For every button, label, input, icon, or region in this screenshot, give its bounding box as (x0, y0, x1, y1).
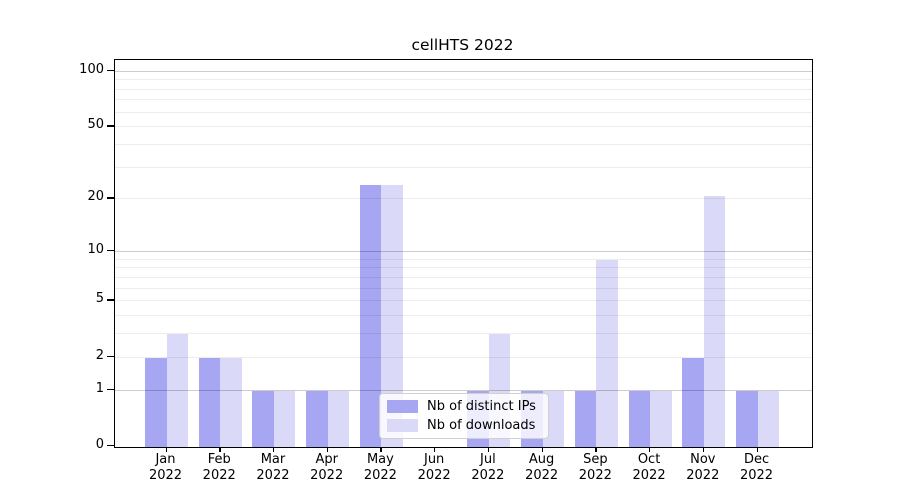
gridline-minor-60 (115, 111, 812, 113)
legend-swatch-downloads-icon (387, 419, 418, 432)
gridline-minor-80 (115, 88, 812, 90)
bar-may-downloads (381, 185, 403, 447)
legend-item-downloads: Nb of downloads (380, 418, 548, 433)
legend-label-downloads: Nb of downloads (427, 418, 536, 433)
x-tick-label-jun: Jun 2022 (417, 452, 451, 483)
gridline-minor-7 (115, 276, 812, 278)
x-tick-mark-sep (595, 447, 597, 452)
bar-nov-downloads (703, 195, 726, 447)
gridline-minor-5 (115, 300, 812, 302)
bar-apr-downloads (327, 390, 350, 447)
x-tick-label-dec: Dec 2022 (739, 452, 774, 483)
x-tick-mark-oct (649, 447, 651, 452)
legend: Nb of distinct IPs Nb of downloads (379, 393, 549, 439)
bar-sep-distinct-ips (574, 390, 597, 447)
gridline-minor-50 (115, 126, 812, 128)
y-tick-mark-1 (107, 388, 114, 390)
grid-layer (115, 60, 812, 447)
y-tick-label-1: 1 (95, 380, 104, 396)
y-tick-mark-10 (107, 250, 114, 252)
bar-apr-distinct-ips (306, 390, 328, 447)
bar-oct-downloads (650, 390, 672, 447)
gridline-minor-3 (115, 333, 812, 335)
gridline-minor-9 (115, 258, 812, 260)
gridline-minor-8 (115, 267, 812, 269)
bar-jan-distinct-ips (145, 357, 167, 447)
x-tick-mark-dec (756, 447, 758, 452)
x-tick-label-mar: Mar 2022 (256, 452, 290, 483)
plot-area: Nb of distinct IPs Nb of downloads (114, 59, 813, 448)
y-tick-mark-20 (107, 197, 114, 199)
gridline-major-1 (115, 389, 812, 391)
x-tick-label-apr: Apr 2022 (310, 452, 344, 483)
x-tick-mark-may (380, 447, 382, 452)
bar-mar-distinct-ips (252, 390, 274, 447)
gridline-minor-2 (115, 356, 812, 358)
x-tick-mark-jun (434, 447, 436, 452)
x-tick-mark-aug (541, 447, 543, 452)
bar-dec-distinct-ips (736, 390, 758, 447)
bar-oct-distinct-ips (628, 390, 651, 447)
x-tick-label-sep: Sep 2022 (578, 452, 612, 483)
y-tick-mark-0 (107, 445, 114, 447)
y-tick-mark-5 (107, 299, 114, 301)
gridline-major-10 (115, 251, 812, 253)
y-tick-mark-100 (107, 69, 114, 72)
y-tick-label-5: 5 (95, 291, 104, 307)
y-tick-label-10: 10 (87, 242, 104, 258)
gridline-minor-30 (115, 166, 812, 168)
gridline-minor-4 (115, 315, 812, 317)
x-tick-label-nov: Nov 2022 (686, 452, 720, 483)
x-tick-mark-jan (165, 447, 167, 452)
gridline-minor-20 (115, 198, 812, 200)
y-tick-mark-2 (107, 355, 114, 357)
y-tick-label-0: 0 (95, 437, 104, 452)
y-tick-label-2: 2 (95, 347, 104, 363)
gridline-major-100 (115, 70, 812, 72)
gridline-minor-70 (115, 99, 812, 101)
gridline-minor-6 (115, 287, 812, 289)
x-tick-label-jan: Jan 2022 (148, 452, 183, 483)
x-tick-mark-jul (487, 447, 490, 452)
chart-title: cellHTS 2022 (411, 36, 514, 54)
gridline-minor-90 (115, 79, 812, 81)
x-tick-label-oct: Oct 2022 (632, 452, 666, 483)
y-tick-label-100: 100 (79, 61, 104, 77)
legend-swatch-distinct-ips-icon (387, 400, 418, 413)
bar-feb-distinct-ips (198, 357, 221, 447)
gridline-minor-40 (115, 144, 812, 146)
x-tick-mark-mar (272, 447, 275, 452)
bar-dec-downloads (757, 390, 780, 447)
legend-item-distinct-ips: Nb of distinct IPs (380, 399, 548, 414)
bar-nov-distinct-ips (682, 357, 704, 447)
x-tick-label-aug: Aug 2022 (525, 452, 559, 483)
x-tick-mark-feb (219, 447, 221, 452)
bar-feb-downloads (220, 357, 242, 447)
y-tick-label-50: 50 (87, 117, 104, 133)
y-tick-mark-50 (107, 125, 114, 127)
x-tick-label-may: May 2022 (363, 452, 397, 483)
y-tick-label-20: 20 (87, 189, 104, 205)
legend-label-distinct-ips: Nb of distinct IPs (427, 399, 536, 414)
x-tick-label-feb: Feb 2022 (202, 452, 236, 483)
bar-mar-downloads (273, 390, 296, 447)
x-tick-mark-nov (702, 447, 705, 452)
x-tick-mark-apr (326, 447, 328, 452)
bar-sep-downloads (596, 259, 618, 447)
bar-may-distinct-ips (359, 185, 382, 447)
x-tick-label-jul: Jul 2022 (471, 452, 505, 483)
bar-jan-downloads (166, 334, 188, 447)
